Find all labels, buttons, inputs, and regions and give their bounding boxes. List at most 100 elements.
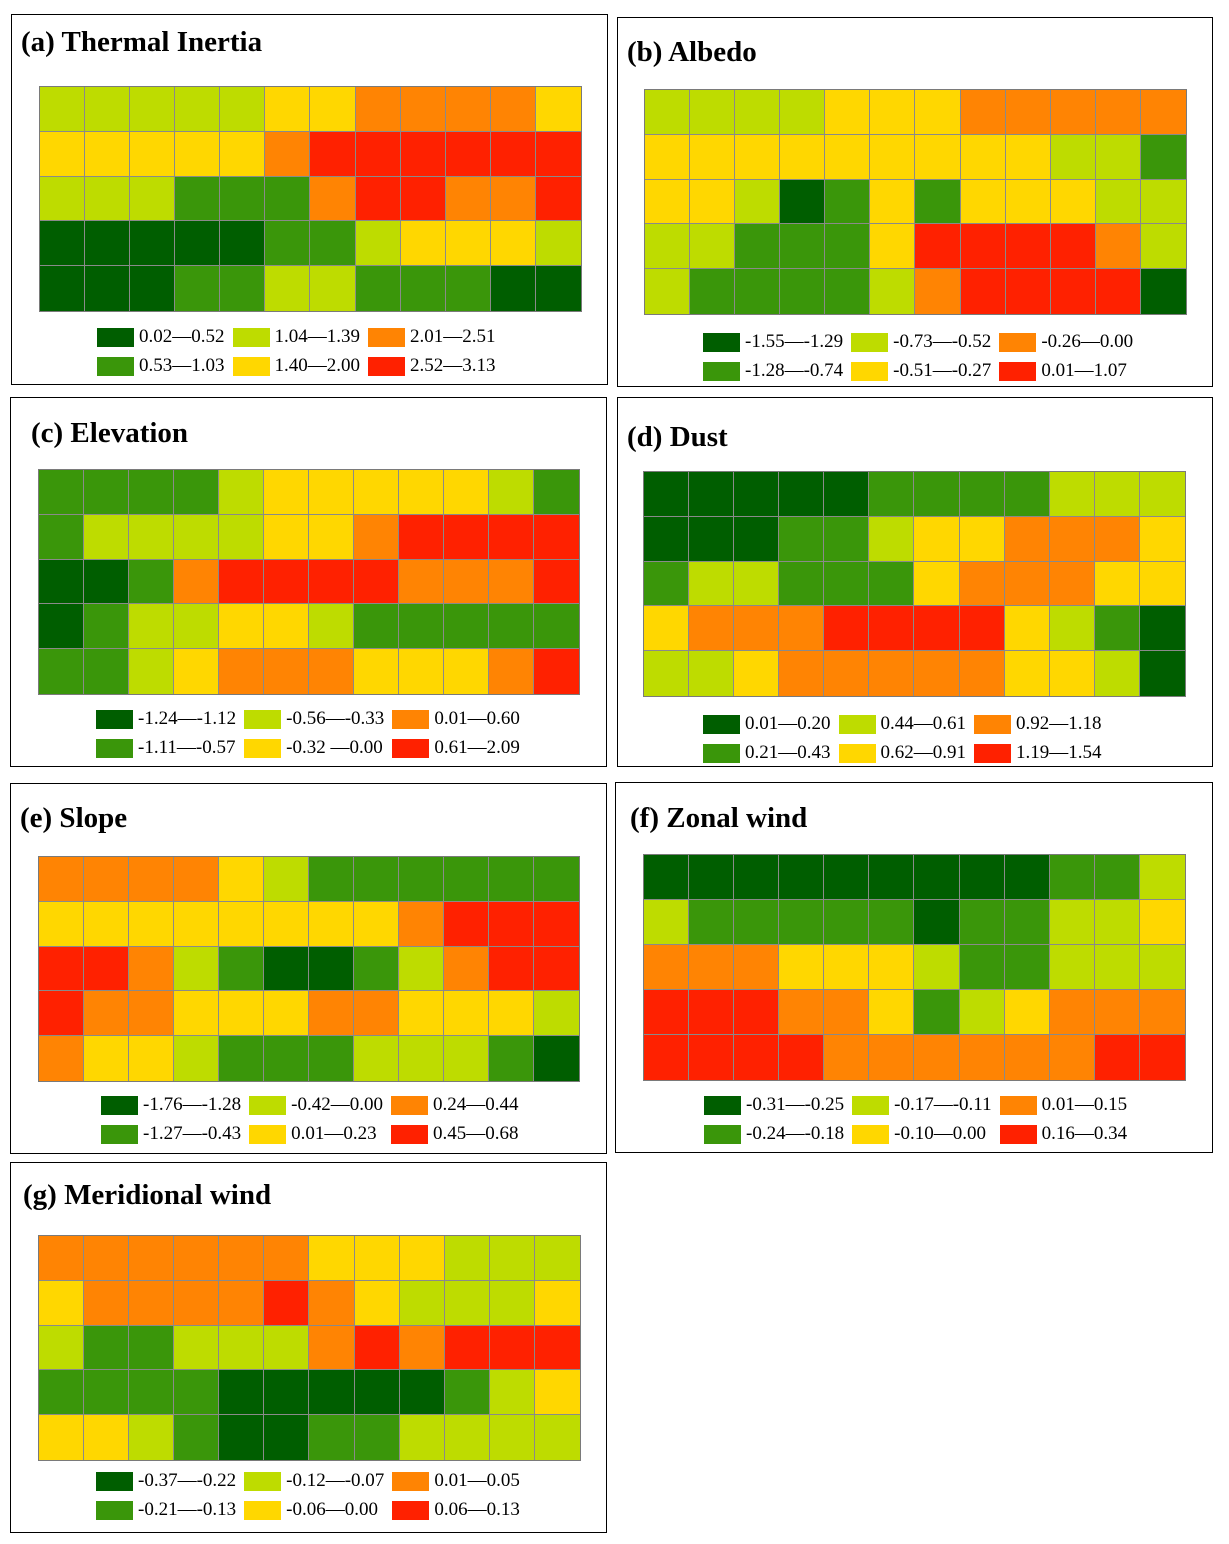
heatmap-cell bbox=[780, 269, 826, 314]
heatmap-cell bbox=[39, 1280, 85, 1326]
legend-swatch bbox=[852, 1095, 890, 1115]
heatmap-cell bbox=[1139, 855, 1185, 900]
heatmap-cell bbox=[534, 1280, 580, 1326]
heatmap-cell bbox=[129, 514, 174, 560]
heatmap-cell bbox=[1050, 269, 1096, 314]
heatmap-cell bbox=[690, 90, 736, 135]
heatmap-cell bbox=[534, 901, 579, 947]
heatmap-cell bbox=[644, 606, 690, 652]
legend-item: 0.01—0.20 bbox=[703, 713, 831, 735]
panel-title: (a) Thermal Inertia bbox=[21, 26, 263, 58]
legend-item: 0.02—0.52 bbox=[97, 326, 225, 348]
heatmap-cell bbox=[309, 946, 354, 992]
heatmap-cell bbox=[644, 900, 690, 945]
heatmap-cell bbox=[399, 1280, 445, 1326]
heatmap-cell bbox=[174, 1236, 220, 1281]
legend-item: -0.31—-0.25 bbox=[704, 1094, 844, 1116]
heatmap-cell bbox=[174, 1370, 220, 1416]
heatmap-cell bbox=[1004, 855, 1050, 900]
heatmap-cell bbox=[130, 266, 176, 311]
heatmap-cell bbox=[445, 221, 491, 267]
heatmap-cell bbox=[1005, 224, 1051, 270]
heatmap-cell bbox=[870, 179, 916, 225]
heatmap-cell bbox=[174, 470, 219, 515]
heatmap-cell bbox=[645, 90, 691, 135]
heatmap-cell bbox=[1095, 134, 1141, 180]
heatmap-cell bbox=[220, 221, 266, 267]
heatmap-cell bbox=[445, 131, 491, 177]
heatmap-cell bbox=[39, 901, 84, 947]
heatmap-cell bbox=[175, 266, 221, 311]
heatmap-cell bbox=[309, 1036, 354, 1081]
heatmap-cell bbox=[220, 131, 266, 177]
legend-item: 0.21—0.43 bbox=[703, 742, 831, 764]
heatmap-cell bbox=[644, 561, 690, 607]
heatmap-cell bbox=[734, 472, 780, 517]
legend-swatch bbox=[974, 743, 1011, 763]
heatmap-cell bbox=[219, 514, 264, 560]
heatmap-cell bbox=[1050, 224, 1096, 270]
heatmap-cell bbox=[310, 176, 356, 222]
heatmap-cell bbox=[825, 179, 871, 225]
heatmap-cell bbox=[689, 900, 735, 945]
heatmap-cell bbox=[130, 131, 176, 177]
legend-label: -0.73—-0.52 bbox=[893, 331, 992, 352]
heatmap-cell bbox=[39, 991, 84, 1037]
heatmap-cell bbox=[1094, 516, 1140, 562]
heatmap-cell bbox=[1095, 90, 1141, 135]
heatmap-cell bbox=[534, 946, 579, 992]
heatmap-cell bbox=[84, 1236, 130, 1281]
heatmap-cell bbox=[534, 857, 579, 902]
heatmap-cell bbox=[265, 87, 311, 132]
heatmap-cell bbox=[645, 269, 691, 314]
legend-swatch bbox=[244, 709, 282, 729]
heatmap-cell bbox=[914, 651, 960, 696]
heatmap-cell bbox=[174, 991, 219, 1037]
legend: -0.37—-0.22 -0.12—-0.07 0.01—0.05 -0.21—-0.… bbox=[96, 1470, 520, 1521]
heatmap-cell bbox=[735, 179, 781, 225]
heatmap-cell bbox=[689, 472, 735, 517]
heatmap-cell bbox=[399, 1036, 444, 1081]
heatmap-cell bbox=[489, 1370, 535, 1416]
heatmap-cell bbox=[40, 266, 86, 311]
heatmap-cell bbox=[264, 857, 309, 902]
heatmap-cell bbox=[1005, 179, 1051, 225]
heatmap-cell bbox=[870, 134, 916, 180]
heatmap-cell bbox=[39, 559, 84, 605]
heatmap-cell bbox=[1139, 990, 1185, 1035]
heatmap-cell bbox=[84, 559, 129, 605]
heatmap-cell bbox=[354, 1236, 400, 1281]
legend-swatch bbox=[703, 743, 740, 763]
heatmap-cell bbox=[959, 990, 1005, 1035]
heatmap-cell bbox=[1049, 855, 1095, 900]
heatmap-cell bbox=[1049, 516, 1095, 562]
heatmap-cell bbox=[779, 472, 825, 517]
legend-item: -1.28—-0.74 bbox=[703, 360, 843, 382]
heatmap-cell bbox=[1094, 900, 1140, 945]
heatmap-cell bbox=[444, 991, 489, 1037]
heatmap-cell bbox=[534, 514, 579, 560]
heatmap-cell bbox=[689, 561, 735, 607]
legend-swatch bbox=[838, 743, 876, 763]
legend-label: -0.12—-0.07 bbox=[286, 1470, 385, 1491]
heatmap-cell bbox=[1004, 651, 1050, 696]
heatmap-cell bbox=[824, 606, 870, 652]
heatmap-cell bbox=[914, 990, 960, 1035]
heatmap-cell bbox=[264, 559, 309, 605]
heatmap-cell bbox=[264, 901, 309, 947]
heatmap-cell bbox=[1139, 606, 1185, 652]
heatmap-cell bbox=[129, 1370, 175, 1416]
legend-item: -0.26—0.00 bbox=[999, 331, 1133, 353]
heatmap-cell bbox=[734, 1035, 780, 1080]
heatmap-cell bbox=[959, 651, 1005, 696]
heatmap-cell bbox=[690, 179, 736, 225]
heatmap-cell bbox=[1139, 472, 1185, 517]
heatmap-cell bbox=[85, 131, 131, 177]
heatmap-cell bbox=[690, 134, 736, 180]
heatmap-cell bbox=[1004, 606, 1050, 652]
legend-swatch bbox=[392, 1500, 430, 1520]
heatmap-cell bbox=[264, 1415, 310, 1460]
heatmap-cell bbox=[444, 514, 489, 560]
heatmap-cell bbox=[174, 514, 219, 560]
heatmap-cell bbox=[824, 472, 870, 517]
